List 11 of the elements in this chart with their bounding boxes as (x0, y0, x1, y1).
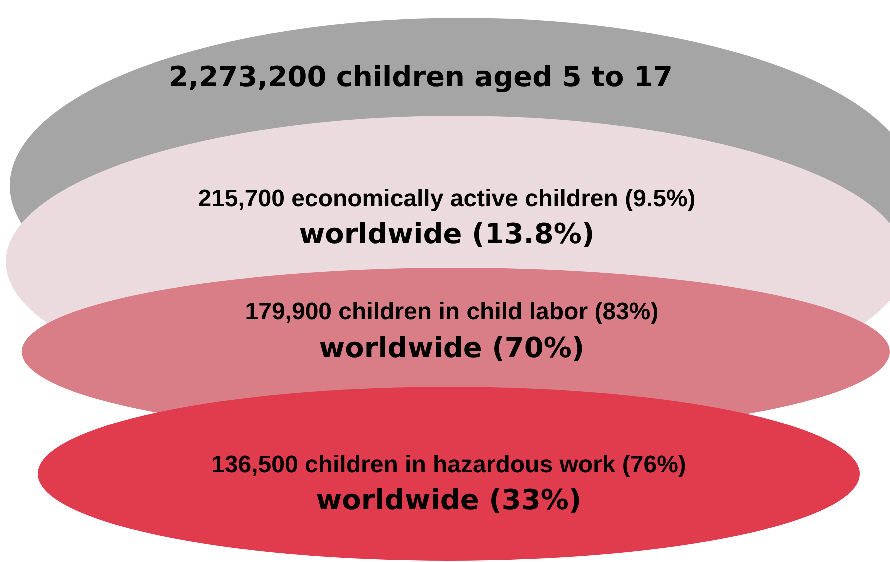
category-label: children in child labor (83%) (338, 298, 659, 326)
category-label: economically active children (9.5%) (292, 186, 696, 213)
category-label: children aged 5 to 17 (336, 60, 673, 94)
data-label: 2,273,200 (169, 60, 327, 94)
category-label: children in hazardous work (76%) (305, 452, 686, 479)
data-label: 136,500 (212, 452, 298, 479)
data-label: 179,900 (245, 298, 332, 326)
text: worldwide (13.8%) (299, 217, 595, 250)
text: worldwide (70%) (319, 331, 585, 364)
data-label: 215,700 (198, 186, 285, 213)
text: worldwide (33%) (316, 483, 582, 516)
